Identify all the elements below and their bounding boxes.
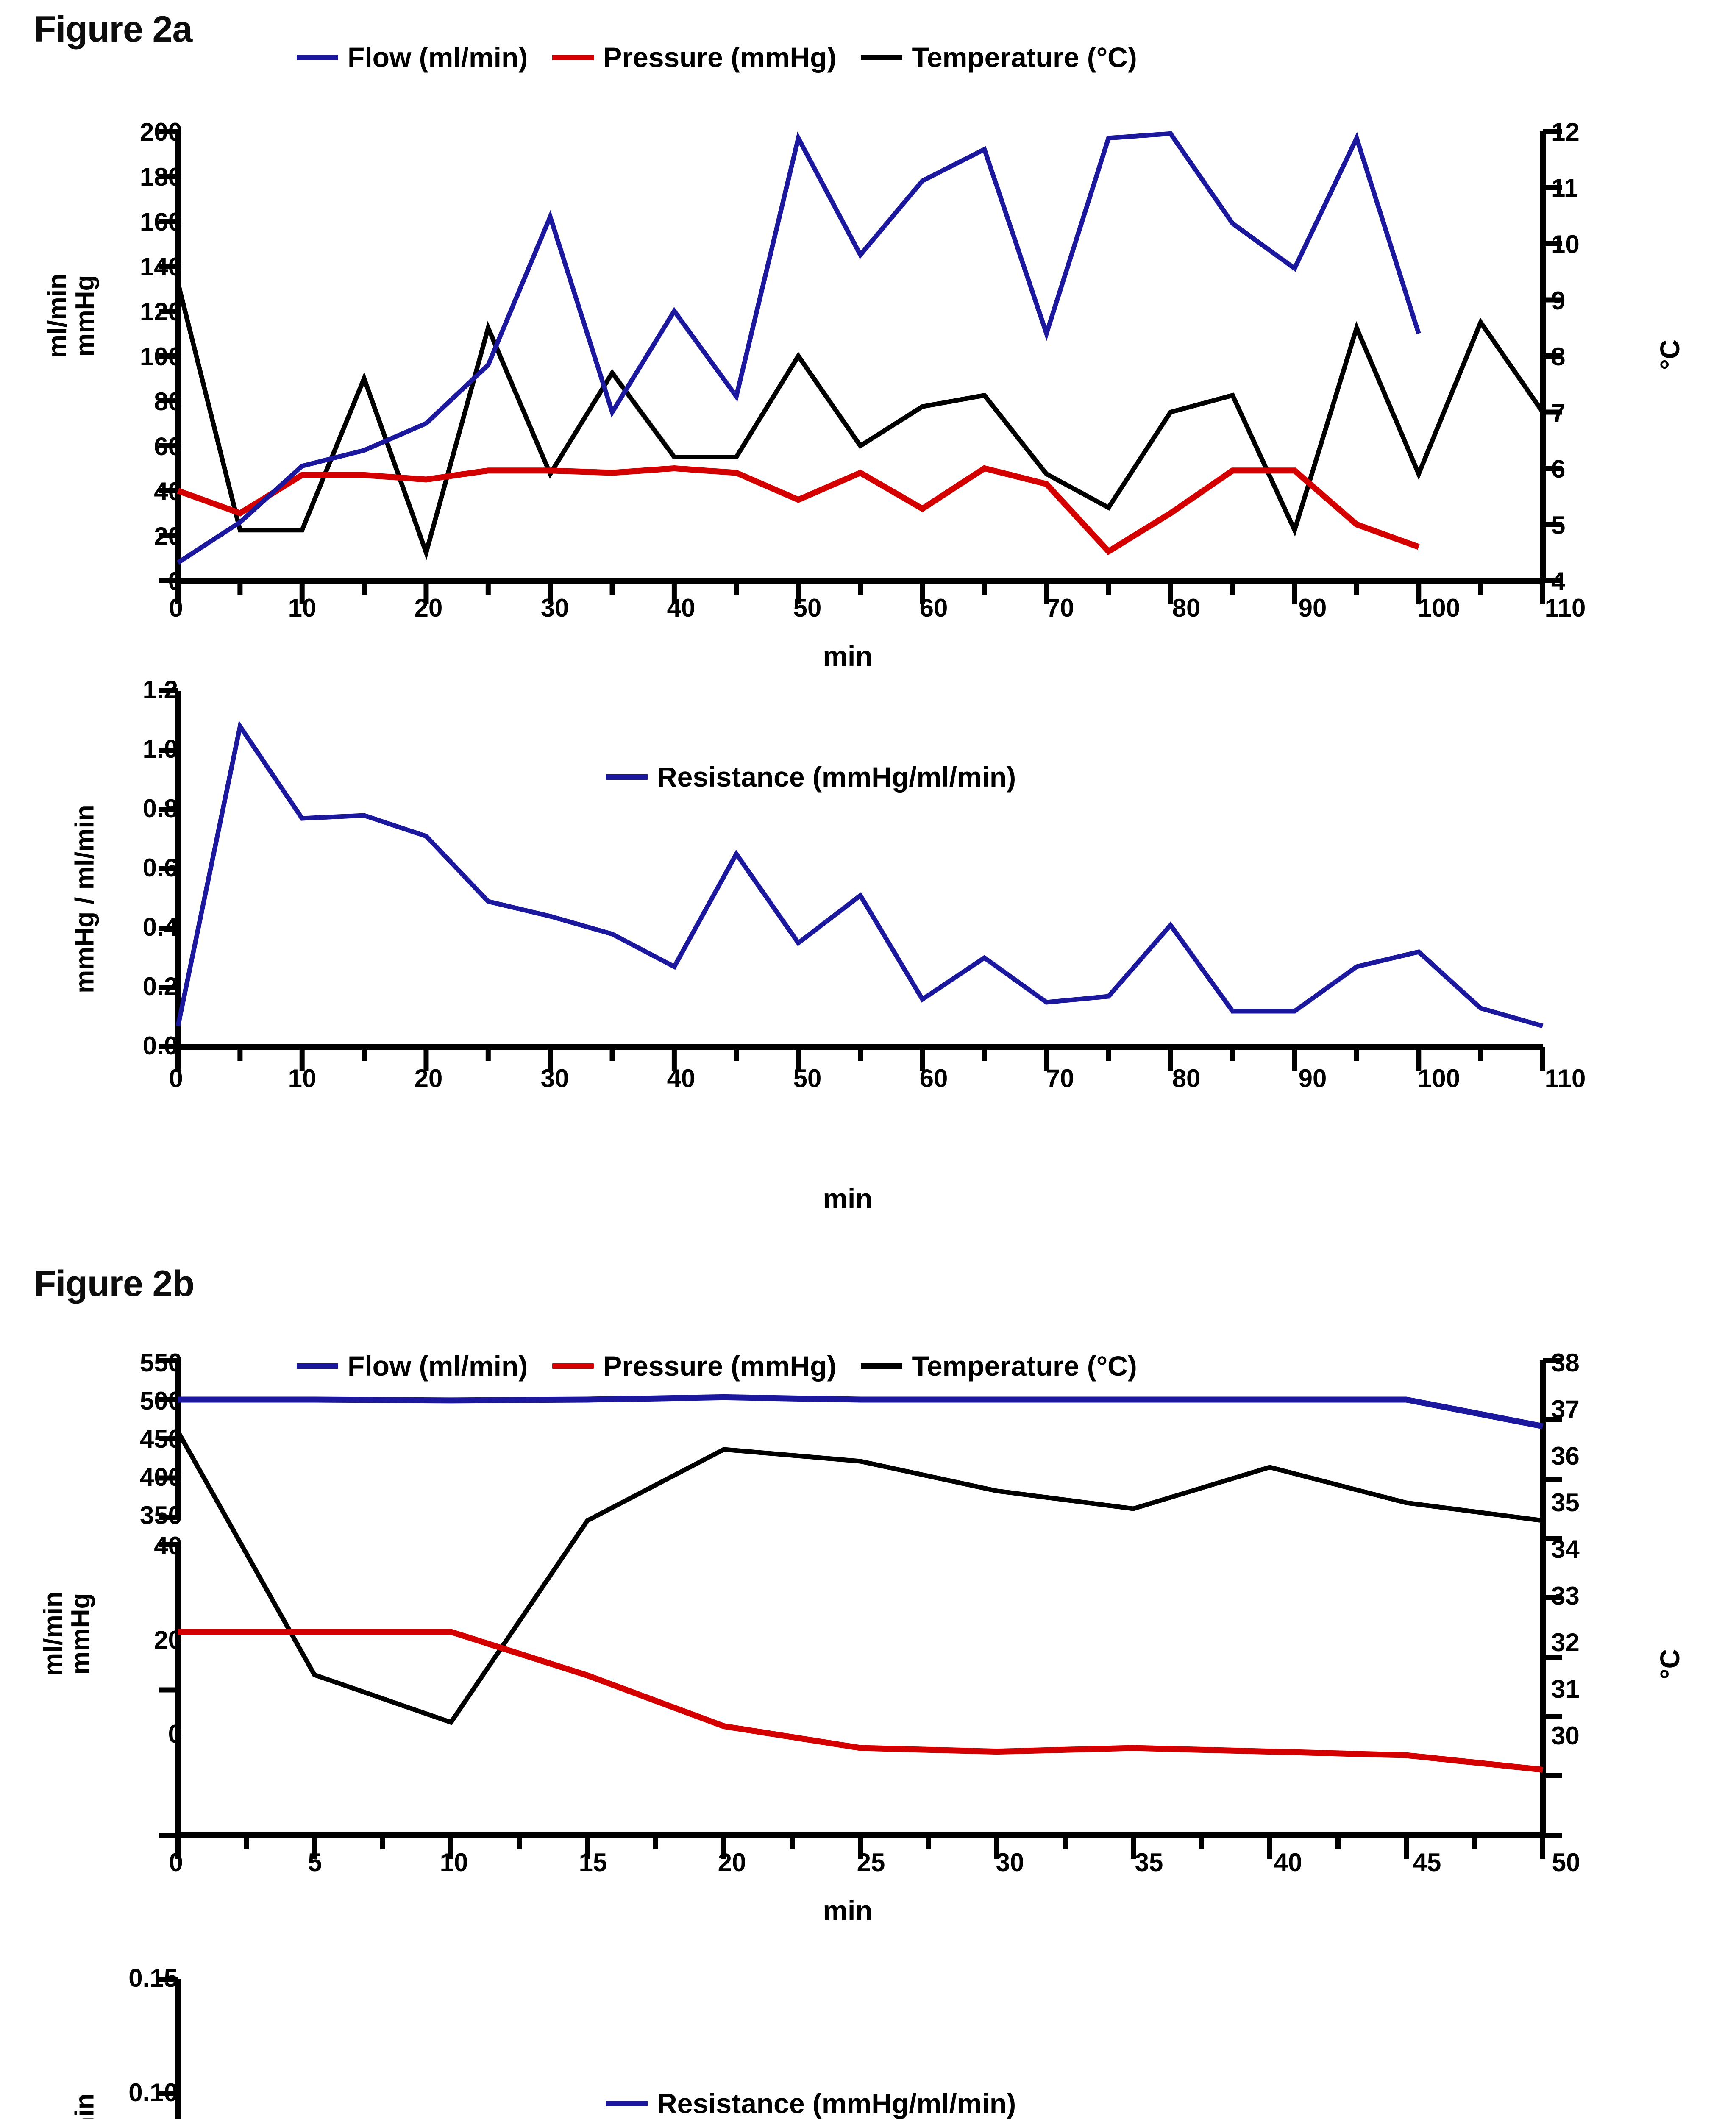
legend-entry-resistance: Resistance (mmHg/ml/min) <box>606 763 1016 791</box>
x-tick-label: 40 <box>667 594 696 622</box>
legend-label-resistance: Resistance (mmHg/ml/min) <box>657 2088 1016 2119</box>
figure-2a-resistance-plot <box>159 688 1545 1071</box>
x-tick-label: 110 <box>1544 1064 1586 1093</box>
legend-label-flow: Flow (ml/min) <box>348 42 528 73</box>
figure-2b-x-axis-label: min <box>823 1895 873 1926</box>
legend-swatch-resistance <box>606 2100 648 2106</box>
y2-tick-label: 36 <box>1551 1442 1580 1470</box>
x-tick-label: 90 <box>1298 594 1327 622</box>
x-tick-label: 100 <box>1417 1064 1461 1093</box>
legend-entry-flow: Flow (ml/min) <box>297 1352 528 1380</box>
x-tick-label: 100 <box>1417 594 1461 622</box>
x-tick-label: 40 <box>667 1064 696 1093</box>
x-tick-label: 50 <box>1552 1848 1580 1877</box>
x-tick-label: 40 <box>1274 1848 1302 1877</box>
legend-swatch-resistance <box>606 774 648 780</box>
legend-swatch-pressure <box>552 1363 594 1369</box>
legend-label-temperature: Temperature (°C) <box>912 42 1137 73</box>
legend-entry-resistance: Resistance (mmHg/ml/min) <box>606 2089 1016 2117</box>
legend-label-flow: Flow (ml/min) <box>348 1350 528 1382</box>
legend-swatch-pressure <box>552 54 594 60</box>
x-tick-label: 70 <box>1046 1064 1074 1093</box>
legend-label-pressure: Pressure (mmHg) <box>603 42 837 73</box>
x-tick-label: 70 <box>1046 594 1074 622</box>
figure-2a-resistance-legend: Resistance (mmHg/ml/min) <box>606 763 1016 791</box>
legend-label-resistance: Resistance (mmHg/ml/min) <box>657 761 1016 793</box>
figure-2a-title: Figure 2a <box>34 9 192 50</box>
figure-2a-resistance-panel: mmHg / ml/min min 1.2 1.0 0.8 0.6 0.4 0.… <box>0 661 1736 1229</box>
x-tick-label: 30 <box>996 1848 1024 1877</box>
y2-tick-label: 31 <box>1551 1675 1580 1703</box>
x-tick-label: 45 <box>1413 1848 1441 1877</box>
legend-label-pressure: Pressure (mmHg) <box>603 1350 837 1382</box>
resistance-line <box>175 720 1544 1029</box>
x-tick-label: 35 <box>1135 1848 1163 1877</box>
legend-entry-temperature: Temperature (°C) <box>861 1352 1137 1380</box>
temperature-line <box>175 282 1545 561</box>
figure-2a-x-axis-label: min <box>823 640 873 672</box>
pressure-line <box>178 1629 1543 1773</box>
legend-entry-temperature: Temperature (°C) <box>861 43 1137 71</box>
legend-entry-pressure: Pressure (mmHg) <box>552 43 836 71</box>
x-tick-label: 90 <box>1298 1064 1327 1093</box>
legend-swatch-flow <box>297 54 338 60</box>
figure-2b-main-plot <box>159 1358 1562 1859</box>
legend-swatch-temperature <box>861 54 903 60</box>
flow-line <box>176 131 1421 565</box>
figure-2a-legend: Flow (ml/min) Pressure (mmHg) Temperatur… <box>297 43 1137 71</box>
figure-2b-title: Figure 2b <box>34 1263 195 1304</box>
legend-entry-pressure: Pressure (mmHg) <box>552 1352 836 1380</box>
y2-tick-label: 32 <box>1551 1628 1580 1657</box>
figure-2b-resistance-plot <box>159 1977 181 2119</box>
figure-2a-main-plot <box>159 129 1562 604</box>
figure-2b-resistance-panel: mmHg / ml/min min 0.15 0.10 0.05 0.00 0 … <box>0 1937 1736 2119</box>
figure-2b-main-panel: ml/min mmHg °C min 550 500 450 400 350 4… <box>0 1335 1736 1937</box>
figure-2b-resistance-legend: Resistance (mmHg/ml/min) <box>606 2089 1016 2117</box>
flow-line <box>178 1394 1544 1429</box>
figure-2b-legend: Flow (ml/min) Pressure (mmHg) Temperatur… <box>297 1352 1137 1380</box>
temperature-line <box>176 1430 1543 1725</box>
pressure-line <box>177 465 1420 556</box>
y2-tick-label: 30 <box>1551 1721 1580 1750</box>
x-tick-label: 80 <box>1172 1064 1201 1093</box>
figure-2a-resistance-x-axis-label: min <box>823 1183 873 1214</box>
x-tick-label: 30 <box>540 1064 569 1093</box>
figure-2a-main-panel: ml/min mmHg °C min 200 180 160 140 120 1… <box>0 0 1736 672</box>
x-tick-label: 15 <box>579 1848 607 1877</box>
legend-swatch-temperature <box>861 1363 903 1369</box>
legend-entry-flow: Flow (ml/min) <box>297 43 528 71</box>
y2-tick-label: 35 <box>1551 1488 1580 1517</box>
x-tick-label: 110 <box>1544 594 1586 622</box>
x-tick-label: 30 <box>540 594 569 622</box>
legend-swatch-flow <box>297 1363 338 1369</box>
legend-label-temperature: Temperature (°C) <box>912 1350 1137 1382</box>
x-tick-label: 10 <box>440 1848 468 1877</box>
x-tick-label: 80 <box>1172 594 1201 622</box>
